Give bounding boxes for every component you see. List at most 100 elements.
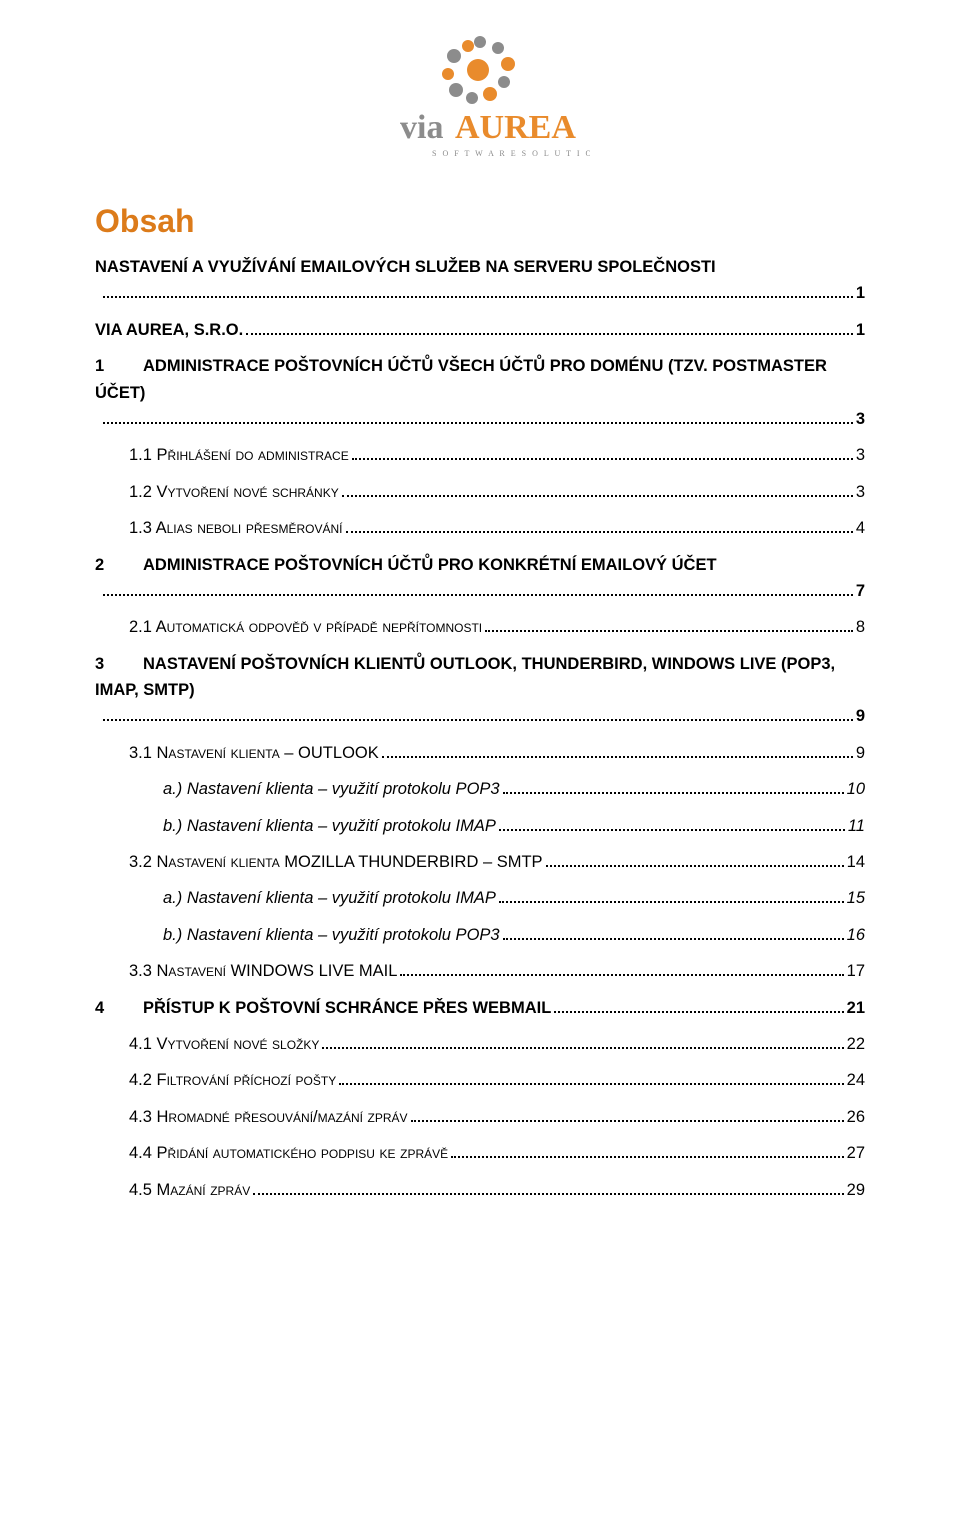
toc-leader-dots <box>253 1179 843 1195</box>
toc-title: Obsah <box>95 203 865 240</box>
toc-entry-page: 29 <box>847 1177 865 1203</box>
toc-entry-page: 27 <box>847 1140 865 1166</box>
toc-leader-dots <box>352 444 853 460</box>
toc-entry-page: 26 <box>847 1104 865 1130</box>
toc-entry-page: 22 <box>847 1031 865 1057</box>
toc-entry[interactable]: b.) Nastavení klienta – využití protokol… <box>95 813 865 839</box>
toc-entry[interactable]: 1.1 Přihlášení do administrace 3 <box>95 442 865 468</box>
toc-entry-label: 4.4 Přidání automatického podpisu ke zpr… <box>129 1140 448 1166</box>
toc-entry-page: 14 <box>847 849 865 875</box>
toc-entry-label: 2.1 Automatická odpověď v případě nepřít… <box>129 614 482 640</box>
toc-entry[interactable]: 2.1 Automatická odpověď v případě nepřít… <box>95 614 865 640</box>
toc-entry-page: 15 <box>847 885 865 911</box>
toc-entry-label: 4.1 Vytvoření nové složky <box>129 1031 319 1057</box>
toc-entry-label: b.) Nastavení klienta – využití protokol… <box>163 922 500 948</box>
toc-entry[interactable]: 3.2 Nastavení klienta MOZILLA THUNDERBIR… <box>95 849 865 875</box>
toc-entry[interactable]: 4.5 Mazání zpráv 29 <box>95 1177 865 1203</box>
document-page: via AUREA S O F T W A R E S O L U T I O … <box>0 0 960 1273</box>
toc-leader-dots <box>451 1142 844 1158</box>
toc-entry[interactable]: 1.2 Vytvoření nové schránky 3 <box>95 479 865 505</box>
toc-leader-dots <box>246 319 853 335</box>
toc-entry-page: 21 <box>847 995 865 1021</box>
toc-entry-label: 3.3 Nastavení WINDOWS LIVE MAIL <box>129 958 397 984</box>
toc-entry[interactable]: a.) Nastavení klienta – využití protokol… <box>95 776 865 802</box>
toc-entry[interactable]: a.) Nastavení klienta – využití protokol… <box>95 885 865 911</box>
toc-entry-label: 3.1 Nastavení klienta – OUTLOOK <box>129 740 379 766</box>
toc-entry-label: 1.1 Přihlášení do administrace <box>129 442 349 468</box>
toc-entry[interactable]: 4.1 Vytvoření nové složky 22 <box>95 1031 865 1057</box>
toc-entry[interactable]: 3.3 Nastavení WINDOWS LIVE MAIL 17 <box>95 958 865 984</box>
toc-entry[interactable]: 3.1 Nastavení klienta – OUTLOOK 9 <box>95 740 865 766</box>
toc-leader-dots <box>503 924 844 940</box>
toc-entry-label: 1.3 Alias neboli přesměrování <box>129 515 343 541</box>
toc-entry[interactable]: 4.2 Filtrování příchozí pošty 24 <box>95 1067 865 1093</box>
toc-entry[interactable]: 4.3 Hromadné přesouvání/mazání zpráv 26 <box>95 1104 865 1130</box>
toc-entry-page: 9 <box>856 703 865 729</box>
toc-entry[interactable]: VIA AUREA, S.R.O. 1 <box>95 317 865 343</box>
toc-entry-page: 10 <box>847 776 865 802</box>
toc-entry-number: 2 <box>95 552 143 578</box>
toc-entry-label: 4.3 Hromadné přesouvání/mazání zpráv <box>129 1104 408 1130</box>
toc-entry-page: 1 <box>856 280 865 306</box>
toc-entry-label: 3.2 Nastavení klienta MOZILLA THUNDERBIR… <box>129 849 543 875</box>
toc-entry[interactable]: 2ADMINISTRACE POŠTOVNÍCH ÚČTŮ PRO KONKRÉ… <box>95 552 865 605</box>
table-of-contents: NASTAVENÍ A VYUŽÍVÁNÍ EMAILOVÝCH SLUŽEB … <box>95 254 865 1203</box>
toc-entry-page: 3 <box>856 442 865 468</box>
toc-entry-label: 3NASTAVENÍ POŠTOVNÍCH KLIENTŮ OUTLOOK, T… <box>95 655 835 699</box>
svg-text:via: via <box>400 109 443 146</box>
toc-leader-dots <box>503 778 844 794</box>
toc-entry-label: 2ADMINISTRACE POŠTOVNÍCH ÚČTŮ PRO KONKRÉ… <box>95 556 717 574</box>
toc-leader-dots <box>103 282 853 298</box>
toc-entry-page: 9 <box>856 740 865 766</box>
toc-entry-page: 3 <box>856 479 865 505</box>
toc-entry-page: 4 <box>856 515 865 541</box>
svg-text:S O F T W A R E S O L U T I: S O F T W A R E S O L U T I O N S <box>432 149 590 158</box>
toc-entry[interactable]: b.) Nastavení klienta – využití protokol… <box>95 922 865 948</box>
toc-entry-number: 4 <box>95 995 143 1021</box>
toc-leader-dots <box>342 481 853 497</box>
svg-text:AUREA: AUREA <box>455 109 576 146</box>
toc-leader-dots <box>322 1033 843 1049</box>
toc-entry-page: 11 <box>848 813 865 839</box>
toc-entry-page: 16 <box>847 922 865 948</box>
toc-entry[interactable]: 1ADMINISTRACE POŠTOVNÍCH ÚČTŮ VŠECH ÚČTŮ… <box>95 353 865 432</box>
toc-leader-dots <box>346 517 853 533</box>
toc-entry-page: 24 <box>847 1067 865 1093</box>
toc-entry[interactable]: 4PŘÍSTUP K POŠTOVNÍ SCHRÁNCE PŘES WEBMAI… <box>95 995 865 1021</box>
toc-entry-page: 8 <box>856 614 865 640</box>
toc-leader-dots <box>103 705 853 721</box>
toc-leader-dots <box>546 851 844 867</box>
toc-entry-page: 17 <box>847 958 865 984</box>
toc-entry-label: VIA AUREA, S.R.O. <box>95 317 243 343</box>
logo: via AUREA S O F T W A R E S O L U T I O … <box>95 30 865 175</box>
toc-entry-label: NASTAVENÍ A VYUŽÍVÁNÍ EMAILOVÝCH SLUŽEB … <box>95 258 716 276</box>
toc-entry-number: 1 <box>95 353 143 379</box>
viaaurea-logo-svg: via AUREA S O F T W A R E S O L U T I O … <box>370 30 590 170</box>
toc-leader-dots <box>400 960 843 976</box>
toc-leader-dots <box>411 1106 844 1122</box>
toc-entry-label: 4.2 Filtrování příchozí pošty <box>129 1067 336 1093</box>
toc-leader-dots <box>499 815 845 831</box>
toc-entry-number: 3 <box>95 651 143 677</box>
toc-entry-page: 1 <box>856 317 865 343</box>
toc-entry[interactable]: NASTAVENÍ A VYUŽÍVÁNÍ EMAILOVÝCH SLUŽEB … <box>95 254 865 307</box>
toc-entry-label: 4PŘÍSTUP K POŠTOVNÍ SCHRÁNCE PŘES WEBMAI… <box>95 995 551 1021</box>
toc-entry-page: 7 <box>856 578 865 604</box>
toc-entry-label: 1ADMINISTRACE POŠTOVNÍCH ÚČTŮ VŠECH ÚČTŮ… <box>95 357 827 401</box>
toc-entry-label: b.) Nastavení klienta – využití protokol… <box>163 813 496 839</box>
toc-entry-label: a.) Nastavení klienta – využití protokol… <box>163 885 496 911</box>
toc-entry-page: 3 <box>856 406 865 432</box>
toc-entry[interactable]: 1.3 Alias neboli přesměrování 4 <box>95 515 865 541</box>
toc-entry-label: 4.5 Mazání zpráv <box>129 1177 250 1203</box>
toc-leader-dots <box>499 887 844 903</box>
toc-entry-label: a.) Nastavení klienta – využití protokol… <box>163 776 500 802</box>
toc-leader-dots <box>339 1069 843 1085</box>
toc-entry[interactable]: 4.4 Přidání automatického podpisu ke zpr… <box>95 1140 865 1166</box>
toc-leader-dots <box>103 408 853 424</box>
toc-entry-label: 1.2 Vytvoření nové schránky <box>129 479 339 505</box>
toc-leader-dots <box>382 742 853 758</box>
toc-entry[interactable]: 3NASTAVENÍ POŠTOVNÍCH KLIENTŮ OUTLOOK, T… <box>95 651 865 730</box>
toc-leader-dots <box>554 997 843 1013</box>
toc-leader-dots <box>103 580 853 596</box>
toc-leader-dots <box>485 616 853 632</box>
